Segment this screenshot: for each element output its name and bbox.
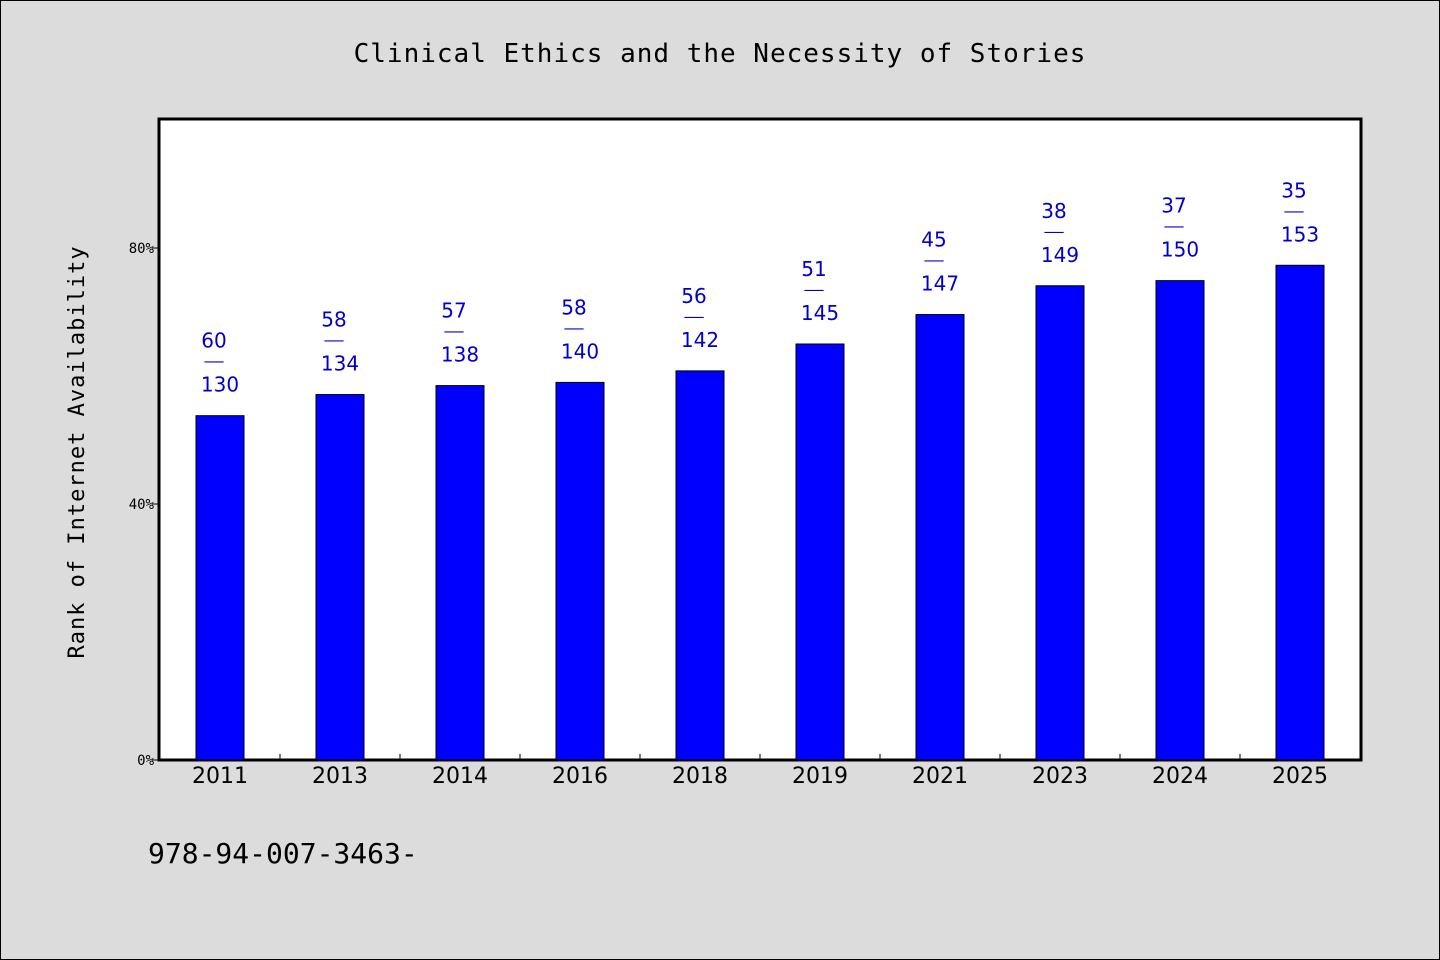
bar — [195, 415, 245, 761]
bar-series — [195, 264, 1325, 761]
x-tick-label: 2019 — [792, 764, 848, 789]
bar — [675, 370, 725, 761]
bar — [555, 381, 605, 761]
x-tick-label: 2025 — [1272, 764, 1328, 789]
y-tick-label: 0% — [137, 753, 154, 769]
bar — [1275, 264, 1325, 761]
bar — [795, 343, 845, 761]
x-tick-label: 2014 — [432, 764, 488, 789]
x-tick-label: 2011 — [192, 764, 248, 789]
data-label-separator: —— — [444, 322, 464, 341]
x-tick-label: 2013 — [312, 764, 368, 789]
data-label-bottom: 149 — [1041, 243, 1079, 267]
data-label-top: 38 — [1041, 199, 1066, 223]
y-axis-ticks: 0% 40% 80% — [129, 241, 160, 769]
bar — [1035, 285, 1085, 761]
data-label-bottom: 145 — [801, 301, 839, 325]
data-label-separator: —— — [1284, 201, 1304, 220]
y-tick-label: 80% — [129, 241, 155, 257]
bar — [315, 394, 365, 761]
data-label-top: 37 — [1161, 194, 1186, 218]
y-axis-label: Rank of Internet Availability — [65, 245, 90, 658]
data-label-top: 58 — [321, 308, 346, 332]
data-label-separator: —— — [564, 318, 584, 337]
data-label-top: 60 — [201, 329, 226, 353]
x-tick-label: 2023 — [1032, 764, 1088, 789]
chart-title: Clinical Ethics and the Necessity of Sto… — [354, 39, 1087, 69]
bar — [435, 385, 485, 761]
data-label-bottom: 150 — [1161, 238, 1199, 262]
x-tick-label: 2018 — [672, 764, 728, 789]
data-labels: 60——13058——13457——13858——14056——14251——1… — [201, 178, 1319, 396]
data-label-bottom: 134 — [321, 352, 359, 376]
data-label-bottom: 147 — [921, 272, 959, 296]
data-label-separator: —— — [1044, 222, 1064, 241]
data-label-bottom: 138 — [441, 343, 479, 367]
data-label-top: 45 — [921, 228, 946, 252]
data-label-top: 57 — [441, 299, 466, 323]
data-label-bottom: 142 — [681, 328, 719, 352]
data-label-top: 58 — [561, 295, 586, 319]
data-label-separator: —— — [684, 307, 704, 326]
data-label-bottom: 140 — [561, 339, 599, 363]
data-label-top: 35 — [1281, 178, 1306, 202]
data-label-bottom: 130 — [201, 373, 239, 397]
x-tick-label: 2024 — [1152, 764, 1208, 789]
data-label-separator: —— — [324, 331, 344, 350]
data-label-separator: —— — [1164, 217, 1184, 236]
data-label-top: 56 — [681, 284, 706, 308]
x-tick-label: 2021 — [912, 764, 968, 789]
data-label-separator: —— — [804, 280, 824, 299]
data-label-separator: —— — [924, 251, 944, 270]
data-label-top: 51 — [801, 257, 826, 281]
data-label-separator: —— — [204, 352, 224, 371]
x-tick-label: 2016 — [552, 764, 608, 789]
bar — [1155, 280, 1205, 761]
x-axis-ticks: 2011 2013 2014 2016 2018 2019 2021 2023 2024 2025 — [192, 754, 1328, 789]
data-label-bottom: 153 — [1281, 222, 1319, 246]
footer-text: 978-94-007-3463- — [148, 837, 418, 870]
bar — [915, 314, 965, 761]
y-tick-label: 40% — [129, 497, 155, 513]
